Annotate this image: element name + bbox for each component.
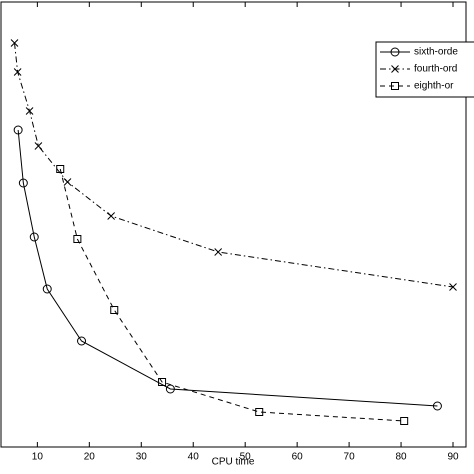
marker	[25, 107, 34, 115]
x-axis-label: CPU time	[212, 457, 255, 468]
legend-label: fourth-ord	[414, 64, 457, 75]
x-tick-label: 80	[395, 452, 407, 463]
series-line	[17, 129, 438, 407]
marker	[13, 125, 23, 135]
marker	[255, 408, 264, 416]
plot-frame	[0, 1, 467, 448]
series-line	[14, 42, 454, 288]
marker	[110, 306, 119, 314]
legend-label: eighth-or	[414, 81, 454, 92]
x-tick-label: 10	[32, 452, 44, 463]
marker	[77, 336, 87, 346]
marker	[391, 65, 399, 73]
marker	[391, 82, 399, 90]
legend-label: sixth-orde	[414, 47, 458, 58]
marker	[214, 248, 223, 256]
marker	[73, 235, 82, 243]
marker	[10, 39, 19, 47]
x-tick-label: 60	[292, 452, 304, 463]
marker	[449, 283, 457, 291]
marker	[29, 232, 39, 242]
x-tick-label: 90	[447, 452, 459, 463]
x-tick-label: 40	[188, 452, 200, 463]
x-tick-label: 50	[240, 452, 252, 463]
series-line	[59, 168, 405, 422]
legend-box	[375, 41, 474, 98]
marker	[34, 142, 43, 150]
x-tick-label: 70	[344, 452, 356, 463]
marker	[13, 68, 22, 76]
marker	[432, 401, 442, 411]
x-tick-label: 30	[136, 452, 148, 463]
marker	[18, 178, 28, 188]
marker	[63, 178, 72, 186]
marker	[158, 378, 167, 386]
marker	[400, 417, 409, 425]
marker	[56, 165, 65, 173]
marker	[390, 47, 400, 57]
x-tick-label: 20	[84, 452, 96, 463]
marker	[107, 212, 115, 220]
marker	[42, 284, 52, 294]
